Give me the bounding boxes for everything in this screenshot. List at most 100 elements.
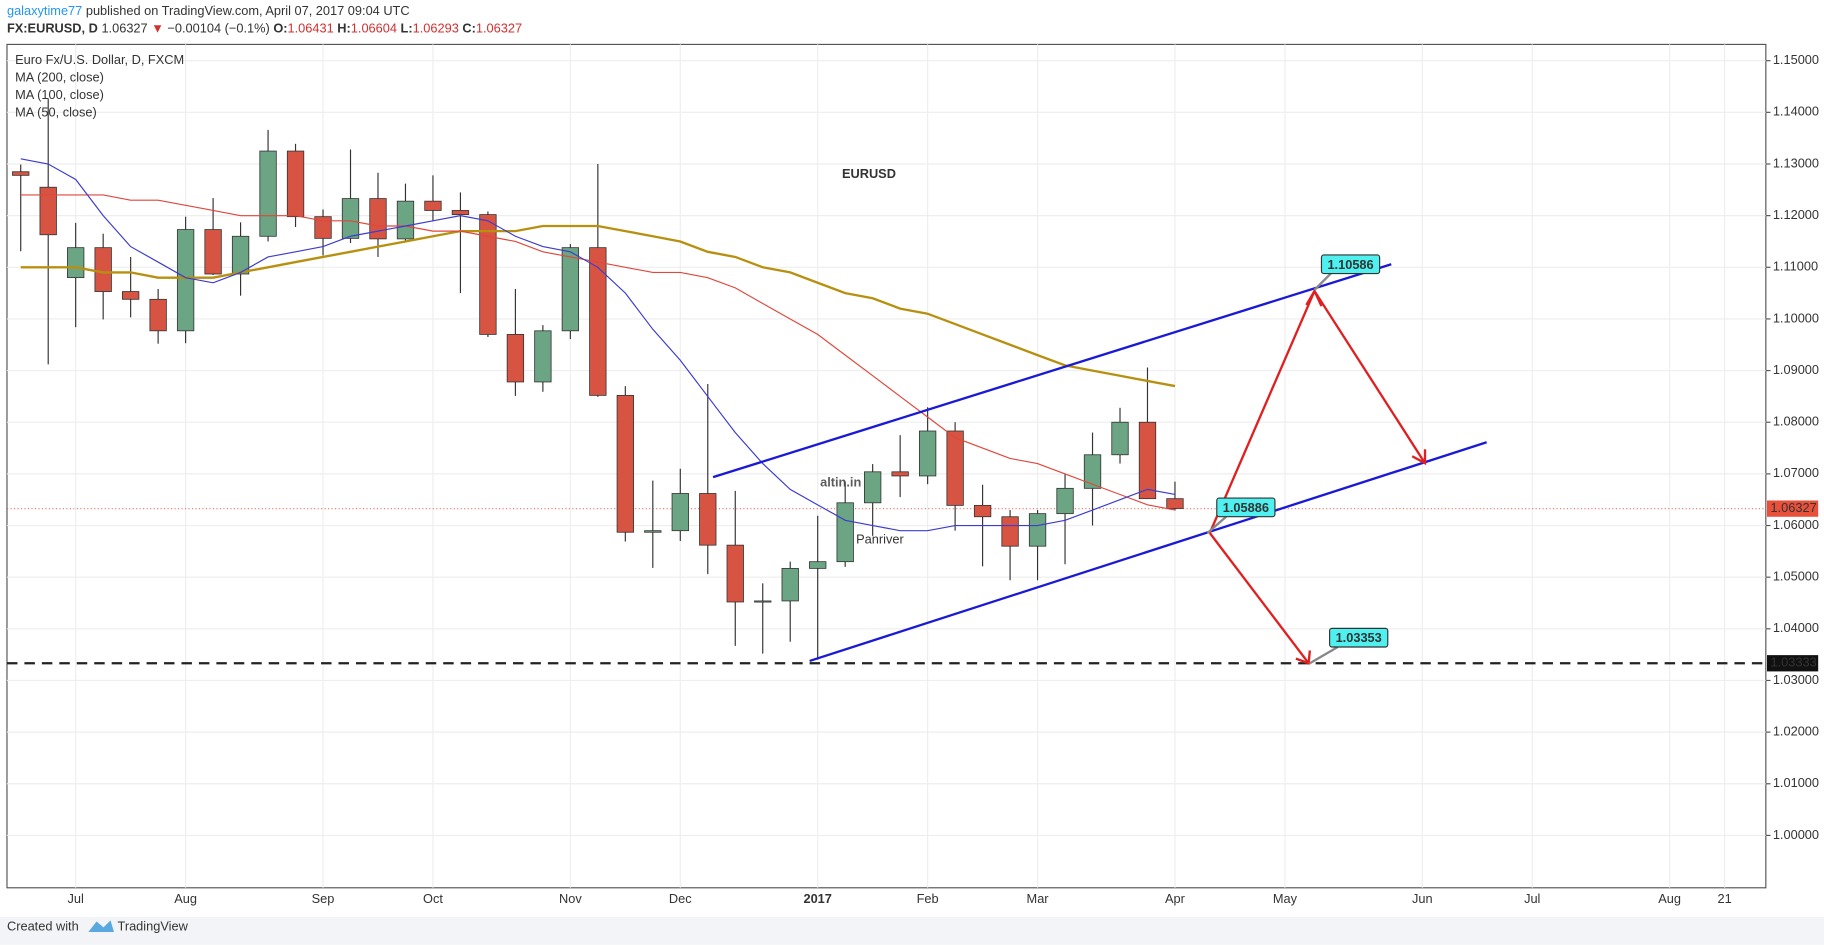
candle-body: [451, 210, 470, 216]
candle-body: [781, 567, 799, 602]
candle-body: [12, 171, 30, 176]
callout-label: 1.05886: [1223, 500, 1269, 515]
candle-body: [314, 216, 332, 239]
candle-body: [1001, 516, 1019, 547]
ohlc-value: 1.06604: [351, 21, 397, 36]
callout-box: [1320, 254, 1381, 275]
channel-line: [809, 441, 1488, 663]
candle-body: [39, 186, 57, 236]
x-tick-label: 2017: [803, 891, 831, 906]
x-tick-label: Aug: [1658, 891, 1681, 906]
symbol-line: FX:EURUSD, D 1.06327 ▼ −0.00104 (−0.1%) …: [7, 21, 522, 36]
x-tick-label: Dec: [669, 891, 692, 906]
y-tick-label: 1.06000: [1773, 517, 1819, 532]
x-tick-label: Jul: [1524, 891, 1540, 906]
y-tick-label: 1.11000: [1773, 259, 1818, 274]
candle-body: [561, 247, 580, 332]
y-tick-label: 1.14000: [1773, 104, 1819, 119]
x-tick-label: 21: [1718, 891, 1732, 906]
y-tick-label: 1.15000: [1773, 52, 1819, 67]
candle-body: [341, 198, 360, 239]
author[interactable]: galaxytime77: [7, 3, 82, 18]
grid: [6, 44, 1771, 888]
candle-body: [1083, 454, 1102, 489]
callout-box: [1329, 627, 1389, 648]
candle-body: [94, 247, 112, 292]
x-tick-label: Nov: [559, 891, 582, 906]
callout-label: 1.03353: [1336, 630, 1382, 645]
x-tick-label: Oct: [423, 891, 443, 906]
candle-body: [149, 298, 167, 332]
y-tick-label: 1.07000: [1773, 465, 1819, 480]
candle-body: [644, 530, 662, 533]
ohlc-value: 1.06431: [288, 21, 334, 36]
ohlc-key: O:: [273, 21, 287, 36]
chart-title: EURUSD: [842, 166, 896, 181]
ohlc-value: 1.06327: [476, 21, 522, 36]
x-tick-label: Mar: [1027, 891, 1050, 906]
channel-line: [712, 263, 1392, 479]
callout-pointer: [1313, 272, 1332, 291]
legend-entry: MA (200, close): [15, 70, 104, 85]
price-label: 1.03333: [1770, 655, 1816, 670]
change-arrow: ▼: [151, 21, 164, 36]
y-tick-label: 1.02000: [1773, 723, 1819, 738]
candle-body: [534, 330, 552, 383]
candle-body: [864, 471, 882, 504]
x-tick-label: May: [1273, 891, 1298, 906]
footer-brand[interactable]: TradingView: [117, 919, 188, 934]
moving-average: [20, 194, 1176, 511]
x-tick-label: Apr: [1165, 891, 1186, 906]
candle-body: [1056, 487, 1074, 515]
x-tick-label: Sep: [312, 891, 335, 906]
y-tick-label: 1.13000: [1773, 155, 1819, 170]
candle-body: [589, 247, 607, 396]
candle-body: [121, 291, 140, 300]
plot-frame: [6, 43, 1767, 889]
x-tick-label: Jul: [68, 891, 84, 906]
candle-body: [231, 235, 250, 275]
symbol: FX:EURUSD, D: [7, 21, 98, 36]
candle-body: [1166, 498, 1184, 509]
callout-pointer: [1206, 515, 1227, 534]
candle-body: [699, 493, 717, 546]
ohlc-value: 1.06293: [413, 21, 459, 36]
y-tick-label: 1.08000: [1773, 414, 1819, 429]
candle-body: [369, 198, 387, 240]
callout-label: 1.10586: [1327, 257, 1373, 272]
candle-body: [259, 150, 277, 237]
y-tick-label: 1.00000: [1773, 827, 1819, 842]
candle-body: [836, 502, 854, 563]
price-label-box: [1767, 655, 1819, 672]
drawings: 1.10586 1.05886 1.03353: [712, 254, 1488, 665]
ohlc-key: H:: [337, 21, 351, 36]
candle-body: [1111, 421, 1129, 456]
candle-body: [286, 150, 305, 218]
y-tick-label: 1.01000: [1773, 775, 1819, 790]
projection-arrow: [1208, 532, 1310, 664]
candle-body: [918, 430, 937, 477]
x-tick-label: Aug: [174, 891, 197, 906]
price-label: 1.06327: [1770, 500, 1816, 515]
x-tick-label: Jun: [1412, 891, 1433, 906]
candle-body: [176, 229, 195, 332]
moving-average: [20, 158, 1176, 532]
candle-body: [506, 334, 525, 383]
candle-body: [424, 200, 442, 211]
ohlc-key: C:: [462, 21, 476, 36]
x-tick-label: Feb: [917, 891, 939, 906]
candle-body: [973, 504, 992, 518]
y-tick-label: 1.12000: [1773, 207, 1819, 222]
moving-average: [20, 224, 1176, 388]
candle-body: [754, 600, 772, 603]
candle-body: [396, 200, 415, 240]
legend-entry: MA (100, close): [15, 87, 104, 102]
candle-body: [891, 471, 909, 477]
y-tick-label: 1.05000: [1773, 569, 1819, 584]
ohlc-key: L:: [401, 21, 413, 36]
candle-body: [671, 493, 689, 532]
candle-body: [726, 544, 744, 603]
y-tick-label: 1.09000: [1773, 362, 1819, 377]
candle-body: [946, 430, 964, 506]
